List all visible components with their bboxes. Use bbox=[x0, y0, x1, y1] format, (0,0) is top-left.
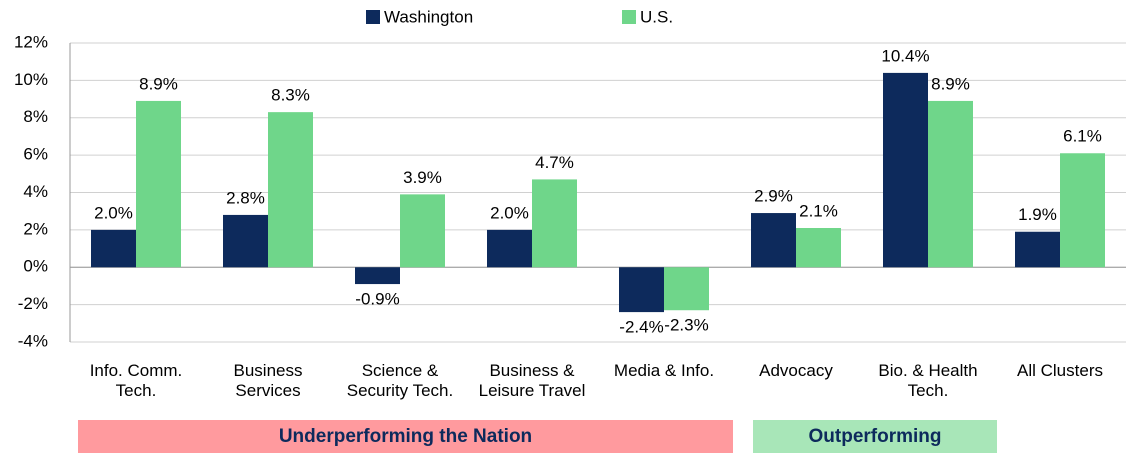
data-label: 10.4% bbox=[881, 46, 929, 65]
y-tick-label: 8% bbox=[23, 107, 48, 126]
bar bbox=[664, 267, 709, 311]
bar bbox=[751, 213, 796, 268]
legend-label: Washington bbox=[384, 7, 473, 26]
data-label: 6.1% bbox=[1063, 127, 1102, 146]
y-tick-label: 0% bbox=[23, 257, 48, 276]
data-label: 8.9% bbox=[139, 74, 178, 93]
y-tick-label: 10% bbox=[14, 70, 48, 89]
data-label: 2.9% bbox=[754, 187, 793, 206]
data-label: 2.0% bbox=[94, 203, 133, 222]
bar bbox=[487, 229, 532, 268]
x-tick-label: All Clusters bbox=[1017, 361, 1103, 380]
data-label: -2.3% bbox=[664, 316, 708, 335]
y-tick-label: 6% bbox=[23, 145, 48, 164]
legend-swatch bbox=[622, 10, 636, 24]
data-label: -0.9% bbox=[355, 290, 399, 309]
bar bbox=[1060, 153, 1105, 268]
data-label: 1.9% bbox=[1018, 205, 1057, 224]
bar bbox=[619, 267, 664, 313]
group-label: Underperforming the Nation bbox=[78, 420, 733, 453]
legend-label: U.S. bbox=[640, 7, 673, 26]
data-label: 2.8% bbox=[226, 188, 265, 207]
x-tick-label: Business Services bbox=[233, 361, 303, 400]
x-tick-label: Advocacy bbox=[759, 361, 833, 380]
data-label: 2.0% bbox=[490, 203, 529, 222]
data-label: -2.4% bbox=[619, 318, 663, 337]
y-tick-label: 2% bbox=[23, 219, 48, 238]
y-tick-label: 4% bbox=[23, 182, 48, 201]
data-label: 3.9% bbox=[403, 168, 442, 187]
bar bbox=[400, 194, 445, 268]
bar bbox=[223, 214, 268, 268]
y-tick-label: -4% bbox=[18, 331, 48, 350]
x-tick-label: Bio. & Health Tech. bbox=[878, 361, 978, 400]
data-label: 8.3% bbox=[271, 86, 310, 105]
bar bbox=[355, 267, 400, 285]
data-label: 2.1% bbox=[799, 201, 838, 220]
x-tick-label: Business & Leisure Travel bbox=[478, 361, 586, 400]
x-tick-label: Info. Comm. Tech. bbox=[89, 361, 183, 400]
x-tick-label: Science & Security Tech. bbox=[346, 361, 454, 400]
group-label: Outperforming bbox=[753, 420, 997, 453]
x-tick-label: Media & Info. bbox=[613, 361, 715, 380]
bar bbox=[532, 179, 577, 268]
bar bbox=[928, 100, 973, 268]
data-label: 4.7% bbox=[535, 153, 574, 172]
data-label: 8.9% bbox=[931, 74, 970, 93]
bar bbox=[136, 100, 181, 268]
y-tick-label: -2% bbox=[18, 294, 48, 313]
bar bbox=[883, 72, 928, 268]
bar bbox=[91, 229, 136, 268]
legend-swatch bbox=[366, 10, 380, 24]
y-tick-label: 12% bbox=[14, 32, 48, 51]
bar bbox=[1015, 231, 1060, 268]
bar bbox=[268, 112, 313, 268]
bar bbox=[796, 228, 841, 268]
